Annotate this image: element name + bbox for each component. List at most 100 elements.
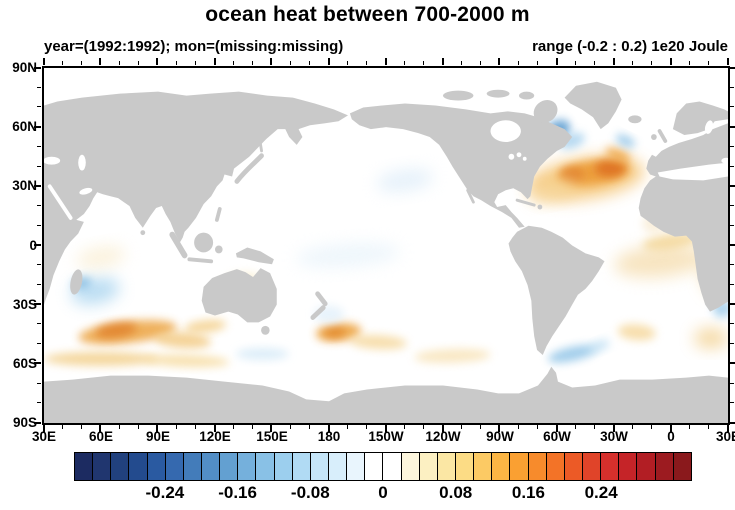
- axis-tick: [37, 264, 41, 266]
- colorbar-box: [672, 453, 691, 480]
- axis-tick: [730, 165, 734, 167]
- axis-tick: [34, 303, 41, 306]
- axis-tick: [730, 303, 735, 306]
- landmass-baja: [465, 188, 475, 204]
- axis-tick: [632, 61, 633, 65]
- axis-tick: [423, 61, 424, 65]
- colorbar-label: 0.08: [439, 483, 473, 502]
- colorbar-box: [600, 453, 619, 480]
- axis-tick: [404, 425, 405, 429]
- baltic-sea: [704, 119, 713, 134]
- colorbar-box: [473, 453, 492, 480]
- anomaly-blob: [94, 322, 137, 338]
- anomaly-blob: [587, 339, 610, 352]
- colorbar-label: 0: [378, 483, 388, 502]
- colorbar-box: [92, 453, 111, 480]
- anomaly-blob: [547, 344, 596, 363]
- axis-tick: [138, 425, 139, 429]
- axis-tick: [730, 205, 734, 207]
- landmass-ireland: [650, 133, 657, 140]
- landmass-sakhalin: [257, 137, 263, 152]
- axis-tick: [34, 244, 41, 246]
- landmass-eurasia-africa-east: [43, 91, 348, 305]
- axis-tick: [61, 61, 63, 65]
- axis-tick: [384, 425, 387, 432]
- lon-tick-label: 150E: [256, 429, 288, 444]
- axis-tick: [689, 61, 690, 65]
- world-map: [43, 67, 728, 423]
- subtitle-left: year=(1992:1992); mon=(missing:missing): [44, 38, 344, 55]
- axis-tick: [176, 425, 177, 429]
- axis-tick: [233, 425, 234, 429]
- landmass-south-america: [508, 225, 604, 355]
- axis-tick: [366, 61, 367, 65]
- landmass-new-zealand-north: [314, 290, 328, 306]
- landmass-baffin-island: [533, 99, 558, 123]
- axis-tick: [37, 224, 41, 226]
- axis-tick: [669, 58, 672, 65]
- red-sea: [47, 183, 72, 220]
- page-title: ocean heat between 700-2000 m: [205, 3, 530, 26]
- axis-tick: [575, 425, 576, 429]
- axis-tick: [575, 61, 576, 65]
- landmass-arctic-island-1: [442, 90, 473, 101]
- colorbar-box: [291, 453, 310, 480]
- colorbar-box: [436, 453, 455, 480]
- landmass-java: [186, 256, 213, 263]
- anomaly-blob: [594, 160, 625, 176]
- axis-tick: [37, 205, 41, 207]
- anomaly-blob: [560, 167, 584, 181]
- axis-tick: [34, 66, 41, 69]
- landmass-arctic-island-3: [518, 91, 534, 100]
- colorbar-label: 0.24: [584, 483, 618, 502]
- axis-tick: [730, 323, 734, 325]
- landmass-britain: [657, 128, 667, 143]
- lon-tick-label: 120E: [199, 429, 231, 444]
- axis-tick: [99, 58, 102, 65]
- axis-tick: [270, 425, 273, 432]
- anomaly-blob: [376, 168, 433, 192]
- colorbar-box: [327, 453, 347, 480]
- landmass-philippines: [214, 206, 222, 222]
- lat-tick-label: 30S: [12, 296, 37, 312]
- colorbar-box: [164, 453, 183, 480]
- axis-tick: [461, 425, 462, 429]
- landmass-madagascar: [69, 268, 82, 295]
- lat-tick-label: 90S: [12, 415, 37, 430]
- axis-tick: [730, 184, 735, 187]
- axis-tick: [730, 382, 734, 384]
- lon-tick-label: 60E: [88, 429, 114, 444]
- axis-tick: [480, 61, 481, 65]
- lat-tick-label: 60S: [12, 355, 37, 371]
- colorbar-box: [581, 453, 601, 480]
- subtitle-row: year=(1992:1992); mon=(missing:missing) …: [44, 38, 728, 55]
- axis-tick: [730, 224, 734, 226]
- anomaly-blob: [528, 179, 578, 201]
- axis-tick: [517, 425, 519, 429]
- landmass-sulawesi: [214, 245, 223, 253]
- axis-tick: [730, 362, 735, 365]
- colorbar-box: [346, 453, 365, 480]
- lon-tick-label: 60W: [543, 429, 571, 444]
- landmass-sri-lanka: [139, 229, 145, 235]
- axis-tick: [689, 425, 690, 429]
- anomaly-blob: [295, 242, 400, 268]
- axis-tick: [730, 283, 734, 285]
- landmass-arctic-island-2: [486, 89, 509, 98]
- colorbar-box: [219, 453, 238, 480]
- axis-tick: [612, 58, 615, 65]
- colorbar-box: [491, 453, 510, 480]
- black-sea-east: [720, 157, 728, 164]
- axis-tick: [270, 58, 273, 65]
- axis-tick: [730, 343, 734, 345]
- axis-tick: [555, 425, 558, 432]
- axis-tick: [156, 425, 159, 432]
- axis-tick: [612, 425, 615, 432]
- axis-tick: [37, 165, 41, 167]
- axis-tick: [594, 61, 595, 65]
- axis-tick: [730, 66, 735, 69]
- anomaly-blob: [43, 351, 158, 366]
- landmass-borneo: [193, 232, 213, 252]
- axis-tick: [384, 58, 387, 65]
- lon-tick-label: 90E: [145, 429, 171, 444]
